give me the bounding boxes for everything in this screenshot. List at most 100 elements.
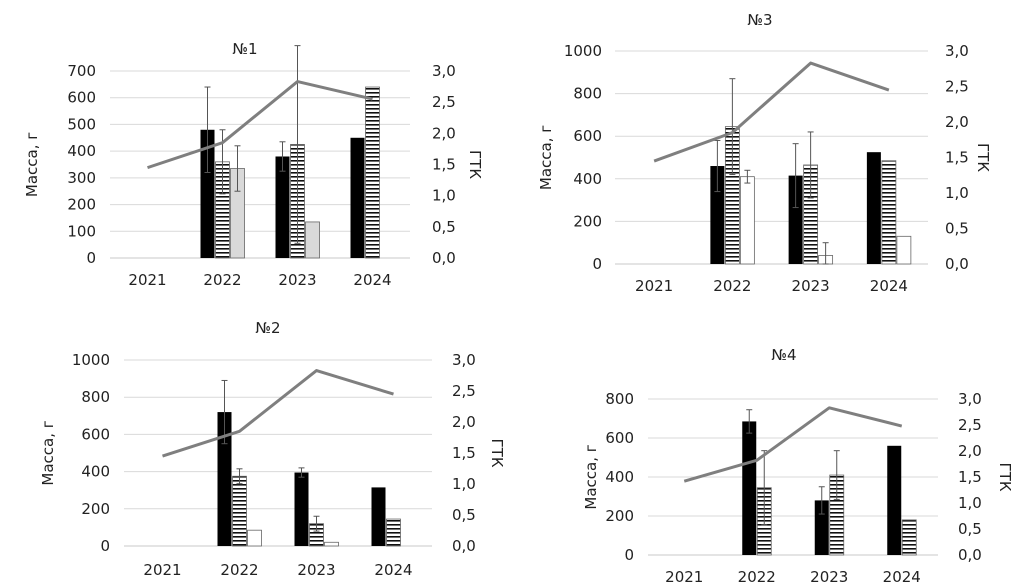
x-tick-label: 2023 <box>297 561 335 579</box>
bar-series-1-2024 <box>350 137 365 258</box>
x-tick-label: 2021 <box>128 271 166 289</box>
gtk-line <box>653 61 890 163</box>
x-tick-label: 2024 <box>883 568 921 586</box>
bar-series-1-2023 <box>294 472 309 546</box>
bar-series-2-2024 <box>901 519 917 556</box>
bar-series-2-2024 <box>365 86 380 259</box>
bar-series-3-2023 <box>305 221 320 259</box>
chart-c2: 0 200 400 600 800 1000 0,0 0,5 1,0 1,5 2,0 2,5 3,0 №2… <box>39 319 506 579</box>
y2-axis-label: ГТК <box>996 463 1014 492</box>
y2-tick-label: 2,0 <box>432 124 456 142</box>
y-tick-label: 400 <box>81 463 110 481</box>
y2-tick-label: 2,0 <box>958 442 982 460</box>
bar-series-3-2022 <box>247 529 262 547</box>
x-tick-label: 2022 <box>220 561 258 579</box>
gtk-line <box>147 80 373 170</box>
bar-series-1-2022 <box>200 129 215 258</box>
y2-axis-label: ГТК <box>974 143 992 172</box>
y-tick-label: 800 <box>605 390 634 408</box>
bar-series-1-2024 <box>866 152 881 264</box>
bar-series-1-2023 <box>814 500 829 555</box>
y2-tick-label: 0,5 <box>452 506 476 524</box>
chart-title: №2 <box>255 319 280 337</box>
y-tick-label: 800 <box>81 388 110 406</box>
y-tick-label: 400 <box>67 142 96 160</box>
y2-tick-label: 2,5 <box>432 93 456 111</box>
y-tick-label: 200 <box>573 212 602 230</box>
y-tick-label: 600 <box>605 429 634 447</box>
x-tick-label: 2022 <box>738 568 776 586</box>
y2-tick-label: 0,0 <box>432 249 456 267</box>
y-tick-label: 0 <box>592 255 602 273</box>
bar-series-3-2022 <box>739 176 755 265</box>
y-tick-label: 400 <box>573 170 602 188</box>
y-tick-label: 600 <box>81 425 110 443</box>
bar-series-1-2022 <box>710 166 725 264</box>
y-tick-label: 600 <box>573 127 602 145</box>
y-tick-label: 1000 <box>72 351 110 369</box>
chart-title: №4 <box>771 346 796 364</box>
chart-c1: 0 100 200 300 400 500 600 700 0,0 0,5 1,0 1,5 2,0 2,5… <box>23 40 484 289</box>
gtk-line <box>162 369 394 458</box>
x-tick-label: 2024 <box>870 277 908 295</box>
gtk-line <box>683 406 903 483</box>
bar-series-1-2022 <box>742 421 757 555</box>
y2-tick-label: 0,0 <box>945 255 969 273</box>
x-tick-label: 2021 <box>635 277 673 295</box>
y2-tick-label: 2,5 <box>958 416 982 434</box>
y-tick-label: 500 <box>67 115 96 133</box>
bar-series-2-2024 <box>386 518 401 547</box>
y2-tick-label: 1,0 <box>958 494 982 512</box>
bar-series-3-2024 <box>896 235 912 265</box>
y2-tick-label: 0,5 <box>432 218 456 236</box>
bar-series-1-2024 <box>371 487 386 546</box>
y-tick-label: 0 <box>624 546 634 564</box>
x-tick-label: 2023 <box>792 277 830 295</box>
y-tick-label: 200 <box>605 507 634 525</box>
x-tick-label: 2022 <box>713 277 751 295</box>
y2-tick-label: 0,5 <box>945 220 969 238</box>
y-tick-label: 0 <box>86 249 96 267</box>
y-tick-label: 0 <box>100 537 110 555</box>
y2-tick-label: 3,0 <box>452 351 476 369</box>
y2-tick-label: 1,5 <box>432 156 456 174</box>
y2-tick-label: 1,0 <box>432 187 456 205</box>
bar-series-2-2022 <box>232 475 247 547</box>
y-axis-label: Масса, г <box>537 125 555 190</box>
y2-axis-label: ГТК <box>488 439 506 468</box>
y2-tick-label: 2,5 <box>452 382 476 400</box>
chart-title: №1 <box>232 40 257 58</box>
y-tick-label: 200 <box>67 196 96 214</box>
y-tick-label: 200 <box>81 500 110 518</box>
y-tick-label: 800 <box>573 85 602 103</box>
y2-tick-label: 3,0 <box>432 62 456 80</box>
x-tick-label: 2023 <box>278 271 316 289</box>
y-tick-label: 700 <box>67 62 96 80</box>
y2-tick-label: 1,5 <box>945 149 969 167</box>
chart-c4: 0 200 400 600 800 0,0 0,5 1,0 1,5 2,0 2,5 3,0 №4 Масс… <box>582 346 1014 586</box>
x-tick-label: 2024 <box>353 271 391 289</box>
y-tick-label: 600 <box>67 89 96 107</box>
chart-title: №3 <box>747 11 772 29</box>
y2-tick-label: 1,0 <box>452 475 476 493</box>
y2-tick-label: 1,5 <box>452 444 476 462</box>
bar-series-1-2023 <box>788 175 803 264</box>
x-tick-label: 2023 <box>810 568 848 586</box>
x-tick-label: 2021 <box>665 568 703 586</box>
y2-tick-label: 2,0 <box>452 413 476 431</box>
y2-tick-label: 3,0 <box>945 42 969 60</box>
bar-series-2-2024 <box>881 160 897 265</box>
y2-tick-label: 1,5 <box>958 468 982 486</box>
x-tick-label: 2021 <box>143 561 181 579</box>
x-tick-label: 2024 <box>374 561 412 579</box>
y2-tick-label: 0,5 <box>958 520 982 538</box>
y-tick-label: 1000 <box>564 42 602 60</box>
y2-tick-label: 3,0 <box>958 390 982 408</box>
chart-c3: 0 200 400 600 800 1000 0,0 0,5 1,0 1,5 2,0 2,5 3,0 №3… <box>537 11 992 295</box>
y2-tick-label: 2,5 <box>945 78 969 96</box>
y2-tick-label: 0,0 <box>958 546 982 564</box>
x-tick-label: 2022 <box>203 271 241 289</box>
y-tick-label: 100 <box>67 222 96 240</box>
bar-series-3-2023 <box>324 541 339 547</box>
